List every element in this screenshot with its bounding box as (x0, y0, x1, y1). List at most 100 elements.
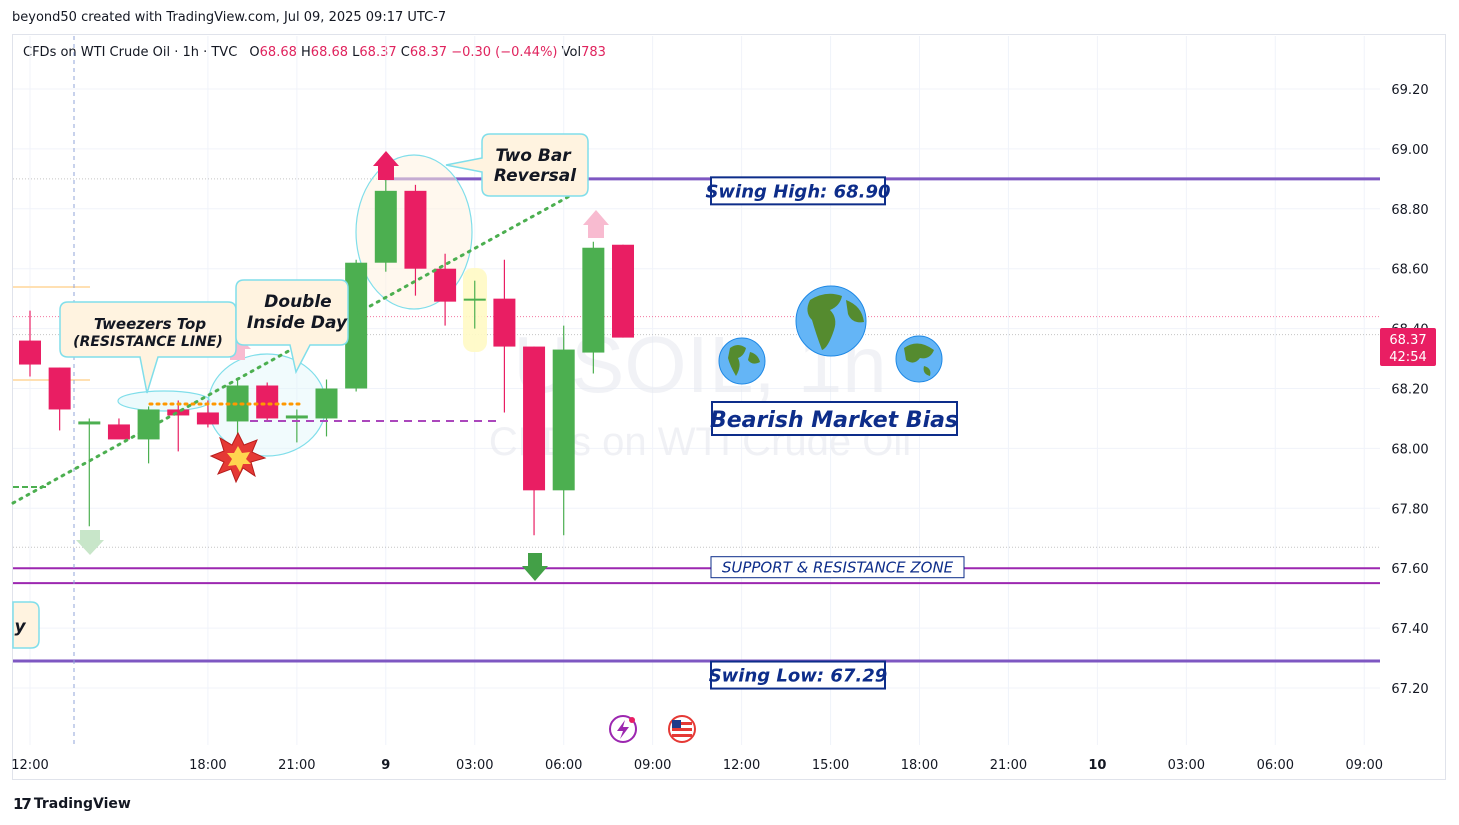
candle-body (285, 415, 308, 419)
price-tick-label: 68.00 (1391, 442, 1428, 457)
legend-symbol[interactable]: CFDs on WTI Crude Oil · 1h · TVC (23, 45, 238, 60)
candle-bearish[interactable] (434, 253, 457, 326)
arrow-up-pink-icon[interactable] (583, 210, 609, 238)
legend-change: −0.30 (−0.44%) (451, 45, 558, 60)
candle-body (463, 298, 486, 301)
two-bar-reversal-callout[interactable]: Two Bar Reversal (445, 133, 589, 197)
time-tick-label: 09:00 (1346, 758, 1383, 773)
support-resistance-upper-label[interactable]: SUPPORT & RESISTANCE ZONE (710, 556, 965, 579)
bearish-bias-label: Bearish Market Bias (710, 408, 958, 433)
candle-bearish[interactable] (167, 400, 190, 452)
candle-bullish[interactable] (552, 325, 575, 536)
price-levels (13, 177, 1380, 663)
candle-body (493, 298, 516, 347)
candle-bullish[interactable] (374, 178, 397, 272)
foreground-annotations: Tweezers Top (RESISTANCE LINE) Double In… (11, 133, 958, 649)
bearish-bias-box[interactable] (711, 401, 958, 436)
legend-high-label: H (301, 45, 311, 60)
candle-body (196, 412, 219, 425)
candle-bearish[interactable] (523, 346, 546, 536)
candle-bullish[interactable] (226, 379, 249, 437)
candle-bearish[interactable] (48, 367, 71, 431)
level-label-text: Swing Low: 67.29 (709, 666, 888, 687)
candle-bullish[interactable] (345, 259, 368, 392)
candle-body (374, 190, 397, 263)
attribution-text: beyond50 created with TradingView.com, J… (12, 10, 447, 25)
candle-bearish[interactable] (612, 244, 634, 338)
swing-high-label[interactable]: Swing High: 68.90 (705, 176, 891, 206)
arrow-down-green-icon[interactable] (522, 553, 548, 581)
legend-high-value: 68.68 (310, 45, 349, 60)
candle-bearish[interactable] (404, 184, 427, 296)
candle-body (612, 244, 634, 338)
candle-bearish[interactable] (493, 259, 516, 413)
legend-low-label: L (352, 45, 360, 60)
candle-body (19, 340, 41, 365)
candle-bullish[interactable] (582, 241, 605, 374)
candle-body (404, 190, 427, 269)
globe-americas-icon (718, 337, 766, 385)
candle-bearish[interactable] (107, 418, 130, 440)
candle-bearish[interactable] (256, 382, 279, 422)
time-tick-label: 15:00 (812, 758, 849, 773)
candle-body (345, 262, 368, 389)
background-annotations (13, 36, 487, 745)
last-price-label[interactable]: 68.37 42:54 (1380, 328, 1436, 366)
time-tick-label: 09:00 (634, 758, 671, 773)
tradingview-logo-text: TradingView (33, 796, 131, 812)
last-price-value: 68.37 (1389, 333, 1426, 348)
us-flag-icon[interactable] (668, 715, 696, 743)
time-tick-label: 21:00 (990, 758, 1027, 773)
candle-bullish[interactable] (463, 280, 486, 329)
candle-body (523, 346, 546, 491)
price-tick-label: 67.80 (1391, 502, 1428, 517)
tradingview-mark-icon: 17 (13, 795, 32, 813)
tweezers-title: Tweezers Top (94, 315, 206, 333)
tradingview-logo[interactable]: 17 TradingView (13, 795, 131, 813)
candle-body (256, 385, 279, 419)
events-lightning-icon[interactable] (609, 715, 637, 743)
level-labels: Swing High: 68.90 SUPPORT & RESISTANCE ZO… (705, 176, 965, 690)
price-axis: 69.2069.0068.8068.6068.4068.2068.0067.80… (1391, 83, 1428, 697)
candle-bullish[interactable] (285, 409, 308, 443)
candle-bearish[interactable] (19, 310, 41, 377)
swing-low-label[interactable]: Swing Low: 67.29 (709, 660, 888, 690)
price-tick-label: 68.20 (1391, 383, 1428, 398)
candle-body (552, 349, 575, 491)
level-label-box (710, 660, 886, 690)
price-tick-label: 67.60 (1391, 562, 1428, 577)
candlestick-series (19, 178, 634, 536)
last-price-countdown: 42:54 (1389, 350, 1426, 365)
candle-bullish[interactable] (315, 379, 338, 437)
double-inside-day-callout[interactable]: Double Inside Day (235, 279, 349, 375)
explosion-core (227, 446, 251, 472)
time-tick-label: 03:00 (456, 758, 493, 773)
legend-volume-label: Vol (561, 45, 582, 60)
candle-bullish[interactable] (137, 406, 160, 464)
candle-bullish[interactable] (78, 418, 101, 527)
candle-body (434, 268, 457, 302)
time-tick-label: 18:00 (189, 758, 226, 773)
legend-low-value: 68.37 (359, 45, 397, 60)
cut-off-callout[interactable]: y (12, 601, 40, 649)
time-tick-label: 18:00 (901, 758, 938, 773)
two-bar-line1: Two Bar (495, 146, 572, 166)
legend-open-value: 68.68 (259, 45, 297, 60)
candle-body (137, 409, 160, 440)
legend-open-label: O (249, 45, 260, 60)
arrow-down-faint-icon[interactable] (76, 530, 104, 555)
level-label-box (710, 176, 886, 206)
arrow-up-red-icon[interactable] (373, 151, 399, 180)
time-tick-label: 12:00 (723, 758, 760, 773)
price-tick-label: 67.20 (1391, 682, 1428, 697)
candle-body (226, 385, 249, 422)
level-label-text: Swing High: 68.90 (705, 181, 890, 202)
double-inside-line2: Inside Day (247, 313, 348, 333)
time-tick-label: 12:00 (11, 758, 48, 773)
ohlc-legend: CFDs on WTI Crude Oil · 1h · TVC O68.68 … (23, 45, 606, 60)
tweezers-subtitle: (RESISTANCE LINE) (73, 334, 223, 350)
time-tick-label: 21:00 (278, 758, 315, 773)
candle-body (315, 388, 338, 419)
time-tick-label: 06:00 (545, 758, 582, 773)
